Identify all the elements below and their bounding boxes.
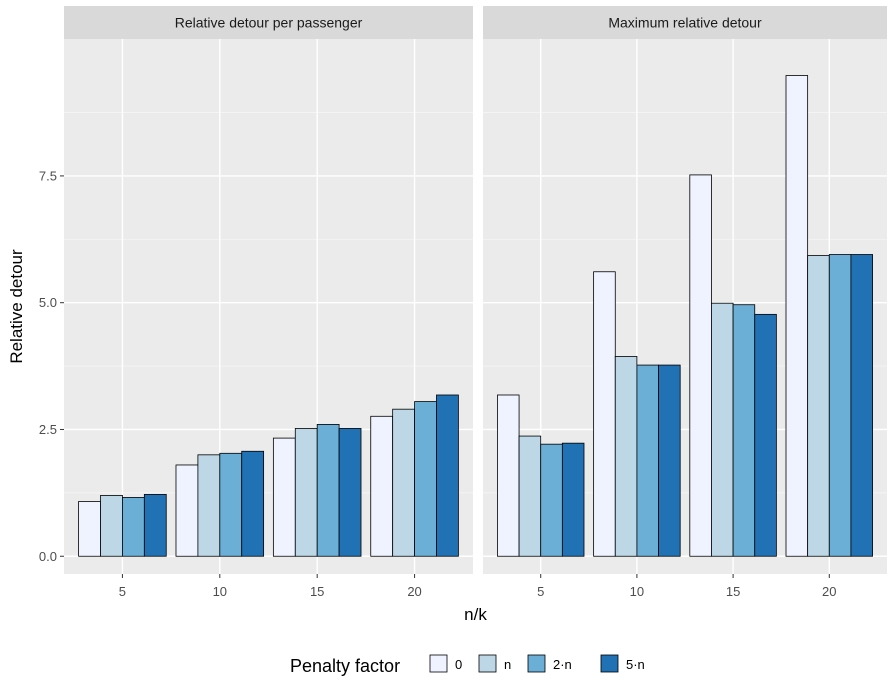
y-tick-label: 0.0 (39, 549, 57, 564)
legend-label-4: 5·n (626, 657, 645, 672)
bar-5-2 (518, 435, 542, 557)
bar-5-3 (540, 443, 563, 557)
bar-20-4 (850, 254, 873, 557)
x-tick-label: 10 (630, 584, 644, 599)
bar-20-1 (785, 75, 809, 557)
y-axis-title: Relative detour (7, 249, 26, 364)
y-tick-label: 2.5 (39, 422, 57, 437)
bar-5-3 (122, 497, 145, 557)
legend: Penalty factor 0 n 2·n 5·n (290, 654, 645, 676)
x-tick-label: 15 (310, 584, 324, 599)
bar-20-3 (828, 254, 852, 557)
facet-panel-2: Maximum relative detour 5 10 15 20 (483, 6, 887, 599)
x-tick-label: 5 (537, 584, 544, 599)
x-tick-label: 15 (726, 584, 740, 599)
bar-15-3 (732, 304, 756, 557)
bar-20-1 (370, 415, 394, 557)
bar-15-4 (338, 428, 362, 557)
x-tick-label: 20 (822, 584, 836, 599)
bar-10-1 (593, 271, 616, 557)
bar-10-2 (614, 356, 638, 557)
bar-5-1 (78, 501, 101, 557)
y-tick-label: 5.0 (39, 295, 57, 310)
legend-key-2 (478, 654, 497, 673)
bar-5-4 (143, 493, 167, 557)
bar-20-4 (436, 394, 459, 557)
bar-10-4 (658, 364, 681, 557)
bar-15-2 (294, 428, 318, 557)
bar-15-4 (754, 313, 777, 557)
bar-5-4 (561, 442, 585, 557)
bar-15-1 (272, 437, 296, 557)
bar-15-2 (711, 302, 734, 557)
bar-5-2 (100, 494, 123, 557)
legend-label-2: n (504, 657, 511, 672)
legend-key-1 (429, 654, 448, 673)
bar-10-3 (636, 364, 659, 557)
bar-20-3 (414, 401, 437, 557)
bar-10-3 (219, 452, 243, 557)
legend-label-1: 0 (455, 657, 462, 672)
legend-key-4 (600, 654, 619, 673)
x-tick-label: 20 (407, 584, 421, 599)
bar-10-1 (175, 464, 199, 557)
x-axis-title: n/k (464, 605, 487, 624)
bar-20-2 (392, 408, 415, 557)
bar-15-1 (689, 174, 712, 557)
legend-key-3 (527, 654, 546, 673)
facet-panel-1: Relative detour per passenger 5 10 15 20 (64, 6, 473, 599)
facet-strip (483, 6, 887, 39)
legend-title: Penalty factor (290, 656, 400, 676)
facet-title: Maximum relative detour (608, 15, 762, 31)
bar-5-1 (497, 394, 520, 557)
legend-label-3: 2·n (553, 657, 572, 672)
facet-strip (64, 6, 473, 39)
facet-title: Relative detour per passenger (175, 15, 363, 31)
bar-15-3 (316, 424, 340, 557)
x-tick-label: 5 (119, 584, 126, 599)
x-tick-label: 10 (213, 584, 227, 599)
bar-20-2 (807, 255, 830, 557)
y-tick-label: 7.5 (39, 168, 57, 183)
bar-10-2 (197, 454, 221, 557)
bar-10-4 (241, 450, 265, 557)
